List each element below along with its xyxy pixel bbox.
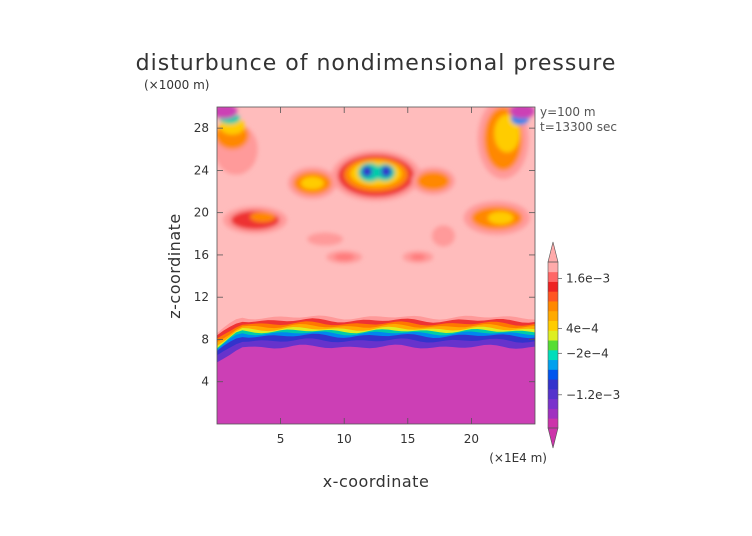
colorbar-segment: [548, 330, 558, 341]
colorbar-segment: [548, 349, 558, 361]
colorbar-frame: [547, 261, 559, 429]
colorbar-segment: [548, 281, 558, 292]
contour-cell: [416, 171, 450, 191]
x-axis: 5 10 15 20: [277, 107, 479, 446]
y-tick-label: 12: [194, 290, 209, 304]
contour-cell: [494, 114, 520, 153]
contour-cell: [300, 176, 324, 190]
colorbar-tick-label: 4e−4: [566, 321, 599, 335]
colorbar-segment: [548, 398, 558, 409]
colorbar-segment: [548, 388, 558, 400]
y-axis: 4 8 12 16 20 24 28: [194, 121, 535, 389]
y-tick-label: 24: [194, 163, 209, 177]
x-tick-label: 5: [277, 432, 285, 446]
y-axis-label: z-coordinate: [165, 213, 184, 319]
colorbar: 1.6e−3 4e−4 −2e−4 −1.2e−3: [547, 241, 620, 449]
x-axis-unit: (×1E4 m): [489, 451, 547, 465]
colorbar-segment: [548, 369, 558, 380]
y-tick-label: 28: [194, 121, 209, 135]
x-tick-label: 15: [400, 432, 415, 446]
colorbar-segment: [548, 262, 558, 273]
colorbar-segment: [548, 379, 558, 390]
colorbar-segment: [548, 310, 558, 321]
x-tick-label: 10: [337, 432, 352, 446]
colorbar-tick-label: −2e−4: [566, 346, 609, 360]
contour-cell: [487, 211, 514, 225]
y-tick-label: 20: [194, 206, 209, 220]
x-tick-label: 20: [464, 432, 479, 446]
colorbar-segment: [548, 418, 558, 429]
chart-title: disturbunce of nondimensional pressure: [136, 51, 617, 76]
contour-cell: [381, 166, 392, 177]
annotation-time: t=13300 sec: [540, 120, 617, 134]
contour-cell: [431, 225, 455, 247]
colorbar-segment: [548, 359, 558, 370]
contour-cell: [334, 253, 355, 261]
colorbar-tick-label: 1.6e−3: [566, 272, 610, 286]
contour-cell: [250, 211, 276, 223]
colorbar-segment: [548, 340, 558, 351]
y-tick-label: 4: [201, 375, 209, 389]
x-axis-label: x-coordinate: [323, 472, 430, 491]
contour-field: [217, 107, 535, 424]
contour-cell: [217, 107, 238, 119]
contour-cell: [410, 253, 426, 261]
contour-cell: [362, 166, 373, 177]
y-tick-label: 16: [194, 248, 209, 262]
y-tick-label: 8: [201, 332, 209, 346]
colorbar-extend-min: [547, 427, 559, 449]
colorbar-tick-label: −1.2e−3: [566, 388, 620, 402]
contour-cell: [307, 232, 343, 246]
contour-cell: [509, 107, 535, 119]
colorbar-segment: [548, 291, 558, 302]
annotation-y-location: y=100 m: [540, 105, 596, 119]
colorbar-segment: [548, 408, 558, 419]
colorbar-segment: [548, 271, 558, 282]
contour-band: [217, 344, 535, 424]
colorbar-extend-max: [547, 241, 559, 263]
plot-frame: [216, 106, 536, 425]
contour-cells: [217, 107, 535, 264]
colorbar-segment: [548, 320, 558, 331]
y-axis-unit: (×1000 m): [144, 78, 209, 92]
colorbar-segment: [548, 301, 558, 312]
